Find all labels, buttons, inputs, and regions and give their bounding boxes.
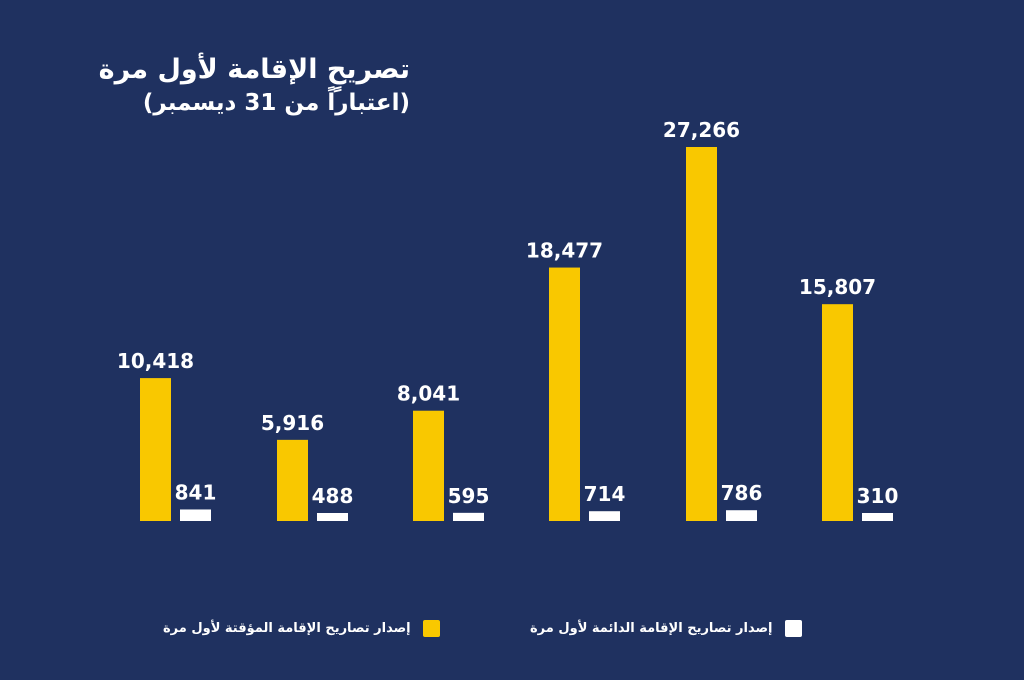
permanent-value-label: 786	[721, 481, 763, 505]
legend-item-permanent: إصدار تصاريح الإقامة الدائمة لأول مرة	[530, 614, 802, 642]
permanent-value-label: 310	[857, 484, 899, 508]
permanent-bar	[453, 512, 484, 521]
permanent-bar	[180, 509, 211, 521]
temporary-bar	[549, 267, 580, 521]
permanent-bar	[726, 510, 757, 521]
temporary-value-label: 8,041	[397, 382, 460, 406]
permanent-bar	[317, 513, 348, 521]
chart-title: تصريحٍ الإقامة لأول مرة	[98, 54, 410, 85]
temporary-value-label: 15,807	[799, 275, 876, 299]
legend-label-temporary: إصدار تصاريح الإقامة المؤقتة لأول مرة	[163, 620, 411, 636]
temporary-value-label: 10,418	[117, 349, 194, 373]
temporary-bar	[822, 304, 853, 521]
permanent-value-label: 841	[175, 480, 217, 504]
legend-swatch-permanent	[784, 619, 802, 637]
temporary-bar	[140, 378, 171, 521]
temporary-value-label: 18,477	[526, 239, 603, 263]
title-block: تصريحٍ الإقامة لأول مرة (اعتباراً من 31 …	[98, 52, 410, 118]
permanent-value-label: 488	[312, 484, 354, 508]
permanent-value-label: 714	[584, 482, 626, 506]
permanent-bar	[862, 513, 893, 521]
legend-item-temporary: إصدار تصاريح الإقامة المؤقتة لأول مرة	[163, 614, 440, 642]
temporary-value-label: 27,266	[663, 118, 740, 142]
chart-subtitle: (اعتباراً من 31 ديسمبر)	[142, 90, 410, 116]
temporary-value-label: 5,916	[261, 411, 324, 435]
legend-swatch-temporary	[422, 619, 440, 637]
temporary-bar	[413, 410, 444, 521]
permanent-bar	[589, 511, 620, 521]
permanent-value-label: 595	[448, 484, 490, 508]
temporary-bar	[686, 147, 717, 521]
temporary-bar	[277, 439, 308, 521]
legend-label-permanent: إصدار تصاريح الإقامة الدائمة لأول مرة	[530, 620, 773, 636]
